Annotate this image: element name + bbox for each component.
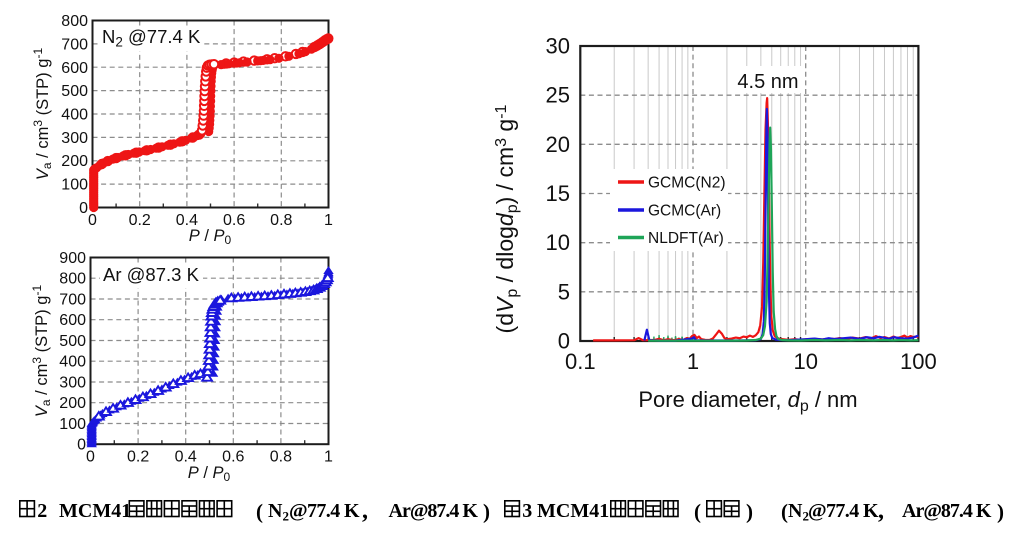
svg-text:0.8: 0.8 [270,212,292,229]
svg-text:@77.4 K: @77.4 K [808,500,879,522]
svg-text:400: 400 [59,354,86,371]
svg-text:(: ( [694,500,701,524]
svg-text:N: N [268,500,283,522]
svg-text:0.2: 0.2 [129,212,151,229]
svg-text:700: 700 [59,292,86,309]
svg-text:0.6: 0.6 [222,449,244,466]
svg-text:GCMC(N2): GCMC(N2) [648,175,726,192]
svg-text:600: 600 [59,312,86,329]
svg-text:100: 100 [61,177,88,194]
svg-text:100: 100 [900,349,937,374]
svg-text:Ar@87.4 K: Ar@87.4 K [389,500,479,522]
svg-text:2: 2 [803,509,810,524]
svg-text:25: 25 [546,83,570,108]
svg-text:600: 600 [61,60,88,77]
svg-text:15: 15 [546,181,570,206]
svg-text:1: 1 [324,212,333,229]
svg-text:N2 @77.4 K: N2 @77.4 K [102,26,201,50]
svg-text:): ) [483,500,490,524]
svg-text:0.4: 0.4 [175,449,197,466]
svg-text:Pore diameter, dp / nm: Pore diameter, dp / nm [638,387,857,415]
svg-text:NLDFT(Ar): NLDFT(Ar) [648,230,724,247]
svg-text:100: 100 [59,416,86,433]
svg-text:2: 2 [283,509,290,524]
svg-text:4.5 nm: 4.5 nm [737,71,798,93]
svg-text:0.1: 0.1 [565,349,596,374]
svg-text:200: 200 [59,395,86,412]
svg-text:GCMC(Ar): GCMC(Ar) [648,203,721,220]
svg-text:400: 400 [61,107,88,124]
svg-text:P / P0: P / P0 [189,227,232,247]
svg-text:(dVp / dlogdp) / cm3 g-1: (dVp / dlogdp) / cm3 g-1 [492,104,521,333]
svg-text:0.8: 0.8 [270,449,292,466]
svg-text:1: 1 [687,349,699,374]
svg-text:): ) [746,500,753,524]
svg-text:0.2: 0.2 [127,449,149,466]
svg-text:0: 0 [79,200,88,217]
svg-text:1: 1 [324,449,333,466]
svg-text:0: 0 [86,449,95,466]
svg-text:300: 300 [61,130,88,147]
svg-text:10: 10 [546,230,570,255]
svg-text:0.4: 0.4 [176,212,198,229]
svg-text:0.6: 0.6 [223,212,245,229]
svg-text:MCM41: MCM41 [59,500,131,522]
svg-text:0: 0 [558,329,570,354]
svg-text:0: 0 [77,437,86,454]
svg-text:30: 30 [546,34,570,59]
svg-text:900: 900 [59,250,86,267]
svg-text:): ) [997,500,1004,524]
svg-text:5: 5 [558,279,570,304]
svg-text:Va / cm3 (STP) g-1: Va / cm3 (STP) g-1 [30,285,53,418]
svg-text:700: 700 [61,36,88,53]
svg-text:3: 3 [522,500,532,522]
svg-text:Ar@87.4 K: Ar@87.4 K [902,500,992,522]
svg-text:800: 800 [61,13,88,30]
svg-text:MCM41: MCM41 [537,500,609,522]
svg-text:N: N [788,500,803,522]
svg-text:(: ( [781,500,788,524]
svg-text:,: , [362,498,368,524]
svg-text:500: 500 [61,83,88,100]
svg-text:Va / cm3 (STP) g-1: Va / cm3 (STP) g-1 [31,48,54,181]
svg-text:10: 10 [793,349,817,374]
svg-text:(: ( [256,500,263,524]
svg-text:P / P0: P / P0 [188,464,231,484]
svg-text:200: 200 [61,153,88,170]
svg-text:@77.4 K: @77.4 K [289,500,360,522]
svg-text:300: 300 [59,375,86,392]
svg-text:800: 800 [59,271,86,288]
svg-text:500: 500 [59,333,86,350]
svg-text:2: 2 [37,500,47,522]
svg-text:Ar @87.3 K: Ar @87.3 K [103,264,200,285]
svg-text:,: , [878,498,884,524]
svg-text:20: 20 [546,132,570,157]
svg-text:0: 0 [88,212,97,229]
